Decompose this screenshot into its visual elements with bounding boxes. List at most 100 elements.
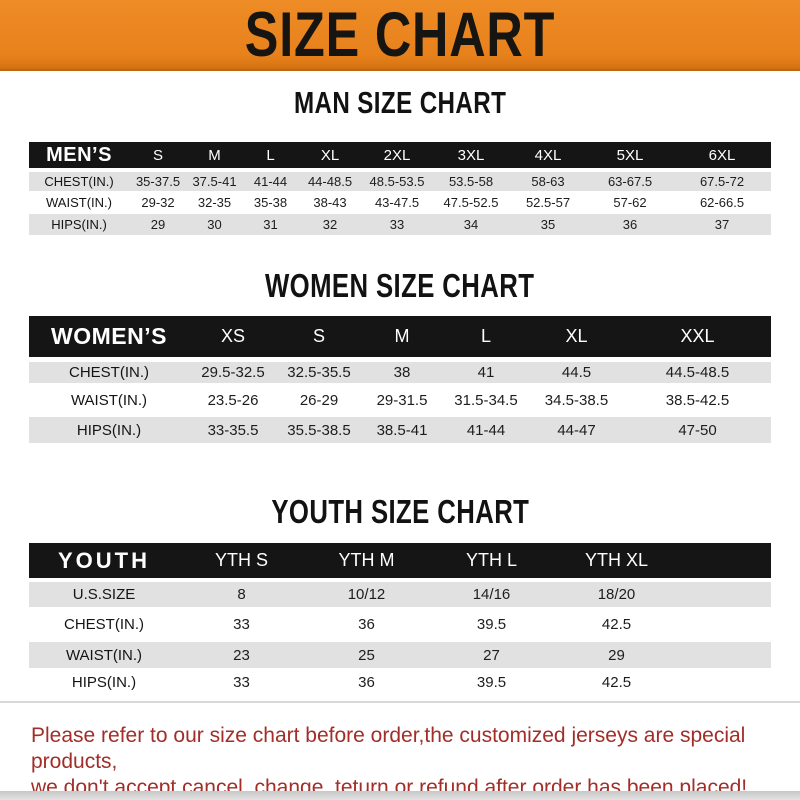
- table-cell: 27: [429, 642, 554, 668]
- table-cell: 47.5-52.5: [443, 195, 499, 210]
- table-cell: 67.5-72: [673, 170, 771, 191]
- row-label: WAIST(IN.): [70, 391, 148, 409]
- table-cell: 8: [179, 580, 304, 607]
- size-column-header: XS: [189, 316, 277, 362]
- empty-cell: [679, 668, 771, 697]
- table-cell: 35-37.5: [129, 170, 187, 191]
- table-cell: 48.5-53.5: [361, 170, 433, 191]
- table-cell: 29.5-32.5: [189, 359, 277, 383]
- size-column-header: YTH L: [429, 543, 554, 582]
- size-column-header: XXL: [624, 316, 771, 362]
- table-cell: 42.5: [601, 674, 632, 691]
- size-column-header: 4XL: [509, 142, 587, 172]
- size-column-header: S: [129, 142, 187, 172]
- table-cell: 41: [443, 359, 529, 383]
- table-cell: 26-29: [299, 391, 339, 409]
- banner: SIZE CHART: [0, 0, 800, 71]
- table-row: CHEST(IN.) 35-37.5 37.5-41 41-44 44-48.5…: [29, 170, 771, 191]
- table-row: U.S.SIZE 8 10/12 14/16 18/20: [29, 580, 771, 607]
- bottom-edge-strip: [0, 791, 800, 800]
- size-column-header: L: [443, 316, 529, 362]
- table-cell: 38: [361, 359, 443, 383]
- empty-cell: [679, 642, 771, 668]
- youth-size-table: YOUTH YTH S YTH M YTH L YTH XL U.S.SIZE …: [29, 543, 771, 697]
- women-section-heading-text: WOMEN SIZE CHART: [265, 267, 535, 304]
- table-cell: 37: [673, 214, 771, 235]
- empty-cell: [679, 607, 771, 642]
- table-cell: 30: [187, 214, 242, 235]
- empty-cell: [679, 580, 771, 607]
- divider: [0, 701, 800, 703]
- men-header-row: MEN’S S M L XL 2XL 3XL 4XL 5XL 6XL: [29, 142, 771, 172]
- table-cell: 33: [233, 616, 250, 633]
- table-cell: 29: [554, 642, 679, 668]
- order-notes: Please refer to our size chart before or…: [31, 723, 800, 800]
- table-row: WAIST(IN.) 23 25 27 29: [29, 642, 771, 668]
- table-row: HIPS(IN.) 33 36 39.5 42.5: [29, 668, 771, 697]
- table-cell: 35: [509, 214, 587, 235]
- size-column-header: L: [242, 142, 299, 172]
- table-cell: 31: [242, 214, 299, 235]
- size-column-header: 2XL: [361, 142, 433, 172]
- table-cell: 36: [358, 616, 375, 633]
- table-row: CHEST(IN.) 33 36 39.5 42.5: [29, 607, 771, 642]
- table-cell: 39.5: [476, 616, 507, 633]
- size-column-header: M: [187, 142, 242, 172]
- size-column-header: S: [277, 316, 361, 362]
- women-table-label: WOMEN’S: [29, 316, 189, 362]
- table-cell: 29: [129, 214, 187, 235]
- table-cell: 39.5: [476, 674, 507, 691]
- size-column-header: YTH S: [179, 543, 304, 582]
- youth-section-heading: YOUTH SIZE CHART: [0, 493, 800, 530]
- table-cell: 35-38: [253, 195, 288, 210]
- women-size-table: WOMEN’S XS S M L XL XXL CHEST(IN.) 29.5-…: [29, 316, 771, 443]
- table-cell: 33-35.5: [189, 417, 277, 443]
- table-cell: 37.5-41: [187, 170, 242, 191]
- size-column-header: M: [361, 316, 443, 362]
- empty-cell: [679, 543, 771, 582]
- table-cell: 62-66.5: [699, 195, 745, 210]
- youth-table-label: YOUTH: [29, 543, 179, 582]
- size-column-header: 6XL: [673, 142, 771, 172]
- table-cell: 41-44: [242, 170, 299, 191]
- row-label: HIPS(IN.): [29, 214, 129, 235]
- table-cell: 44.5-48.5: [624, 359, 771, 383]
- table-cell: 44-48.5: [299, 170, 361, 191]
- table-cell: 57-62: [613, 195, 647, 210]
- youth-section-heading-text: YOUTH SIZE CHART: [271, 493, 529, 530]
- table-cell: 58-63: [509, 170, 587, 191]
- size-column-header: 3XL: [433, 142, 509, 172]
- table-row: HIPS(IN.) 33-35.5 35.5-38.5 38.5-41 41-4…: [29, 417, 771, 443]
- table-cell: 36: [358, 674, 375, 691]
- table-cell: 32-35: [197, 195, 232, 210]
- table-cell: 32: [299, 214, 361, 235]
- table-cell: 38.5-42.5: [665, 391, 730, 409]
- row-label: WAIST(IN.): [29, 642, 179, 668]
- size-column-header: YTH M: [304, 543, 429, 582]
- table-cell: 23: [179, 642, 304, 668]
- order-note-line-1: Please refer to our size chart before or…: [31, 724, 746, 773]
- table-cell: 29-31.5: [376, 391, 428, 409]
- table-cell: 41-44: [443, 417, 529, 443]
- women-section-heading: WOMEN SIZE CHART: [0, 267, 800, 305]
- table-cell: 47-50: [624, 417, 771, 443]
- table-cell: 29-32: [141, 195, 175, 210]
- table-cell: 38-43: [313, 195, 347, 210]
- row-label: CHEST(IN.): [29, 359, 189, 383]
- table-cell: 44-47: [529, 417, 624, 443]
- row-label: CHEST(IN.): [64, 616, 144, 633]
- table-cell: 18/20: [554, 580, 679, 607]
- table-cell: 25: [304, 642, 429, 668]
- table-row: WAIST(IN.) 29-32 32-35 35-38 38-43 43-47…: [29, 191, 771, 214]
- table-row: HIPS(IN.) 29 30 31 32 33 34 35 36 37: [29, 214, 771, 235]
- men-section-heading-text: MAN SIZE CHART: [293, 85, 507, 120]
- table-cell: 33: [361, 214, 433, 235]
- men-section-heading: MAN SIZE CHART: [0, 86, 800, 120]
- table-cell: 34: [433, 214, 509, 235]
- table-cell: 32.5-35.5: [277, 359, 361, 383]
- table-cell: 23.5-26: [207, 391, 259, 409]
- table-cell: 36: [587, 214, 673, 235]
- table-row: CHEST(IN.) 29.5-32.5 32.5-35.5 38 41 44.…: [29, 359, 771, 383]
- table-row: WAIST(IN.) 23.5-26 26-29 29-31.5 31.5-34…: [29, 383, 771, 417]
